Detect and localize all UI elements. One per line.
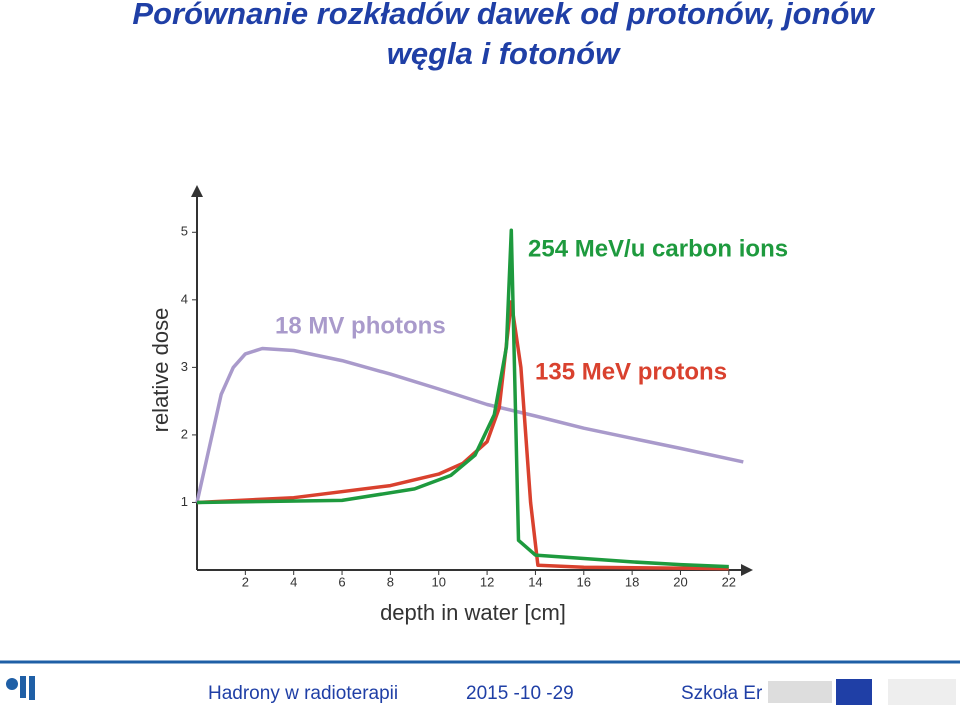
x-tick-label: 20 — [673, 574, 687, 589]
x-axis-label: depth in water [cm] — [380, 600, 566, 625]
series-label: 254 MeV/u carbon ions — [528, 235, 788, 262]
footer-school: Szkoła Er — [681, 683, 763, 704]
slide-title: Porównanie rozkładów dawek od protonów, … — [132, 0, 875, 31]
x-tick-label: 10 — [432, 574, 446, 589]
series-label: 135 MeV protons — [535, 358, 727, 385]
footer-course: Hadrony w radioterapii — [208, 683, 398, 704]
footer-date: 2015 -10 -29 — [466, 683, 574, 704]
x-tick-label: 2 — [242, 574, 249, 589]
series-label: 18 MV photons — [275, 312, 446, 339]
x-tick-label: 6 — [338, 574, 345, 589]
x-tick-label: 22 — [722, 574, 736, 589]
x-tick-label: 4 — [290, 574, 297, 589]
x-tick-label: 12 — [480, 574, 494, 589]
x-tick-label: 18 — [625, 574, 639, 589]
x-tick-label: 14 — [528, 574, 542, 589]
series-line — [195, 346, 744, 503]
y-tick-label: 1 — [181, 494, 188, 509]
y-tick-label: 2 — [181, 426, 188, 441]
x-axis-arrow — [741, 564, 753, 576]
y-tick-label: 4 — [181, 291, 188, 306]
series-line — [196, 300, 729, 571]
y-tick-label: 3 — [181, 359, 188, 374]
y-tick-label: 5 — [181, 224, 188, 239]
x-tick-label: 16 — [577, 574, 591, 589]
eu-logos — [768, 679, 956, 705]
series-line — [196, 228, 729, 569]
slide-title: węgla i fotonów — [387, 36, 621, 71]
x-tick-label: 8 — [387, 574, 394, 589]
logo — [6, 676, 35, 700]
y-axis-arrow — [191, 185, 203, 197]
y-axis-label: relative dose — [148, 308, 173, 433]
